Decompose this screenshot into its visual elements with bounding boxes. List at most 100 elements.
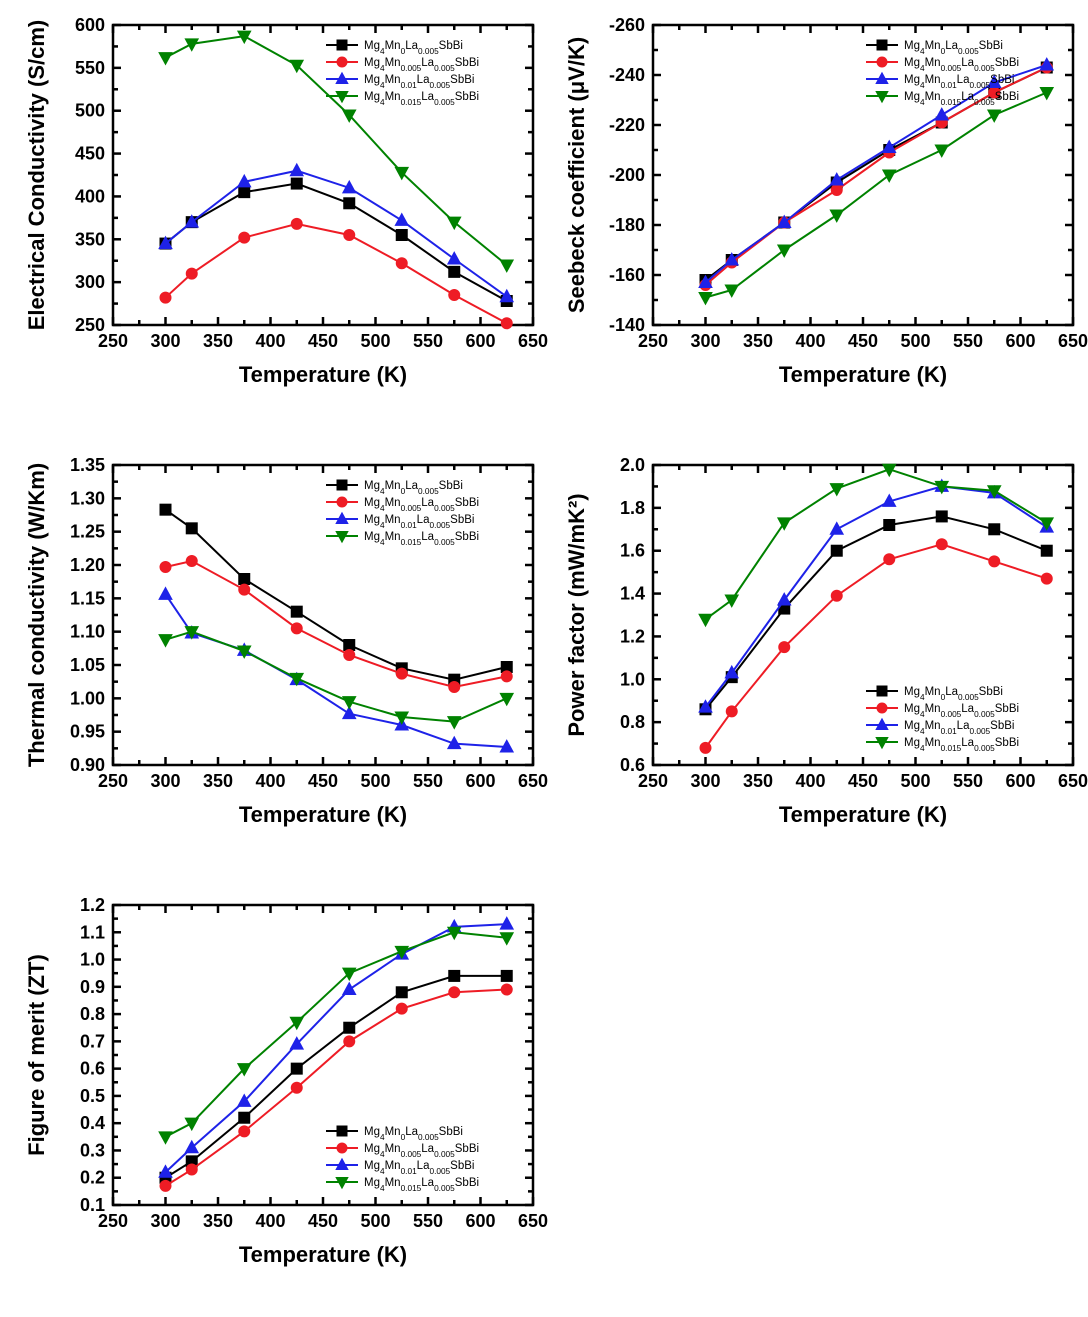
svg-text:450: 450 [848, 331, 878, 351]
svg-text:-220: -220 [609, 115, 645, 135]
svg-text:0.5: 0.5 [80, 1086, 105, 1106]
svg-text:500: 500 [75, 101, 105, 121]
svg-text:450: 450 [75, 144, 105, 164]
svg-text:0.6: 0.6 [620, 755, 645, 775]
svg-text:350: 350 [203, 331, 233, 351]
svg-text:400: 400 [75, 186, 105, 206]
svg-text:550: 550 [413, 771, 443, 791]
svg-text:350: 350 [743, 331, 773, 351]
svg-text:Temperature (K): Temperature (K) [779, 362, 947, 387]
svg-text:0.3: 0.3 [80, 1140, 105, 1160]
svg-text:0.8: 0.8 [620, 712, 645, 732]
svg-text:600: 600 [465, 1211, 495, 1231]
svg-text:1.30: 1.30 [70, 488, 105, 508]
svg-text:-140: -140 [609, 315, 645, 335]
svg-text:0.95: 0.95 [70, 722, 105, 742]
svg-text:600: 600 [75, 15, 105, 35]
svg-text:650: 650 [518, 331, 548, 351]
svg-text:350: 350 [203, 771, 233, 791]
svg-text:Temperature (K): Temperature (K) [239, 802, 407, 827]
svg-text:Temperature (K): Temperature (K) [239, 1242, 407, 1267]
svg-text:550: 550 [413, 1211, 443, 1231]
seebeck-coefficient-chart: 250300350400450500550600650-260-240-220-… [558, 10, 1088, 400]
svg-text:500: 500 [900, 331, 930, 351]
svg-text:-240: -240 [609, 65, 645, 85]
svg-text:400: 400 [795, 331, 825, 351]
svg-text:1.0: 1.0 [80, 950, 105, 970]
svg-text:300: 300 [690, 331, 720, 351]
svg-text:400: 400 [255, 331, 285, 351]
svg-text:650: 650 [518, 771, 548, 791]
svg-text:-180: -180 [609, 215, 645, 235]
svg-text:400: 400 [255, 1211, 285, 1231]
svg-text:350: 350 [743, 771, 773, 791]
svg-text:300: 300 [150, 1211, 180, 1231]
svg-text:1.20: 1.20 [70, 555, 105, 575]
svg-text:500: 500 [900, 771, 930, 791]
svg-text:0.9: 0.9 [80, 977, 105, 997]
svg-text:550: 550 [413, 331, 443, 351]
svg-text:300: 300 [690, 771, 720, 791]
svg-text:Temperature (K): Temperature (K) [779, 802, 947, 827]
svg-text:Electrical Conductivity (S/cm): Electrical Conductivity (S/cm) [24, 20, 49, 331]
svg-text:-200: -200 [609, 165, 645, 185]
svg-text:300: 300 [75, 272, 105, 292]
svg-text:550: 550 [75, 58, 105, 78]
thermal-conductivity-chart: 2503003504004505005506006500.900.951.001… [18, 450, 548, 840]
figure-container: 2503003504004505005506006502503003504004… [0, 0, 1088, 1317]
svg-text:1.1: 1.1 [80, 922, 105, 942]
svg-text:500: 500 [360, 1211, 390, 1231]
svg-text:600: 600 [1005, 331, 1035, 351]
svg-text:350: 350 [203, 1211, 233, 1231]
svg-text:1.35: 1.35 [70, 455, 105, 475]
svg-text:300: 300 [150, 331, 180, 351]
svg-text:450: 450 [848, 771, 878, 791]
svg-text:1.6: 1.6 [620, 541, 645, 561]
svg-text:0.4: 0.4 [80, 1113, 105, 1133]
svg-text:1.8: 1.8 [620, 498, 645, 518]
svg-text:Thermal conductivity (W/Km): Thermal conductivity (W/Km) [24, 463, 49, 767]
svg-text:600: 600 [465, 331, 495, 351]
svg-text:-260: -260 [609, 15, 645, 35]
svg-text:-160: -160 [609, 265, 645, 285]
svg-text:0.6: 0.6 [80, 1059, 105, 1079]
svg-text:650: 650 [1058, 331, 1088, 351]
svg-text:1.2: 1.2 [620, 626, 645, 646]
svg-text:0.90: 0.90 [70, 755, 105, 775]
svg-text:450: 450 [308, 331, 338, 351]
svg-text:350: 350 [75, 229, 105, 249]
svg-text:450: 450 [308, 1211, 338, 1231]
svg-text:250: 250 [75, 315, 105, 335]
svg-text:500: 500 [360, 771, 390, 791]
svg-text:Figure of merit (ZT): Figure of merit (ZT) [24, 954, 49, 1156]
svg-text:0.1: 0.1 [80, 1195, 105, 1215]
svg-text:500: 500 [360, 331, 390, 351]
svg-text:1.10: 1.10 [70, 622, 105, 642]
svg-text:1.2: 1.2 [80, 895, 105, 915]
svg-text:Power factor (mW/mK²): Power factor (mW/mK²) [564, 493, 589, 736]
svg-text:650: 650 [518, 1211, 548, 1231]
svg-text:600: 600 [465, 771, 495, 791]
svg-text:400: 400 [795, 771, 825, 791]
svg-text:600: 600 [1005, 771, 1035, 791]
svg-text:400: 400 [255, 771, 285, 791]
svg-text:1.4: 1.4 [620, 584, 645, 604]
svg-text:650: 650 [1058, 771, 1088, 791]
electrical-conductivity-chart: 2503003504004505005506006502503003504004… [18, 10, 548, 400]
svg-text:1.0: 1.0 [620, 669, 645, 689]
figure-of-merit-chart: 2503003504004505005506006500.10.20.30.40… [18, 890, 548, 1280]
svg-text:Temperature (K): Temperature (K) [239, 362, 407, 387]
svg-text:1.00: 1.00 [70, 688, 105, 708]
svg-text:Seebeck coefficient (μV/K): Seebeck coefficient (μV/K) [564, 37, 589, 313]
svg-text:0.8: 0.8 [80, 1004, 105, 1024]
svg-text:0.2: 0.2 [80, 1168, 105, 1188]
svg-text:550: 550 [953, 771, 983, 791]
svg-text:0.7: 0.7 [80, 1031, 105, 1051]
svg-text:2.0: 2.0 [620, 455, 645, 475]
svg-text:450: 450 [308, 771, 338, 791]
svg-text:1.15: 1.15 [70, 588, 105, 608]
power-factor-chart: 2503003504004505005506006500.60.81.01.21… [558, 450, 1088, 840]
svg-text:300: 300 [150, 771, 180, 791]
svg-text:550: 550 [953, 331, 983, 351]
svg-text:1.25: 1.25 [70, 522, 105, 542]
